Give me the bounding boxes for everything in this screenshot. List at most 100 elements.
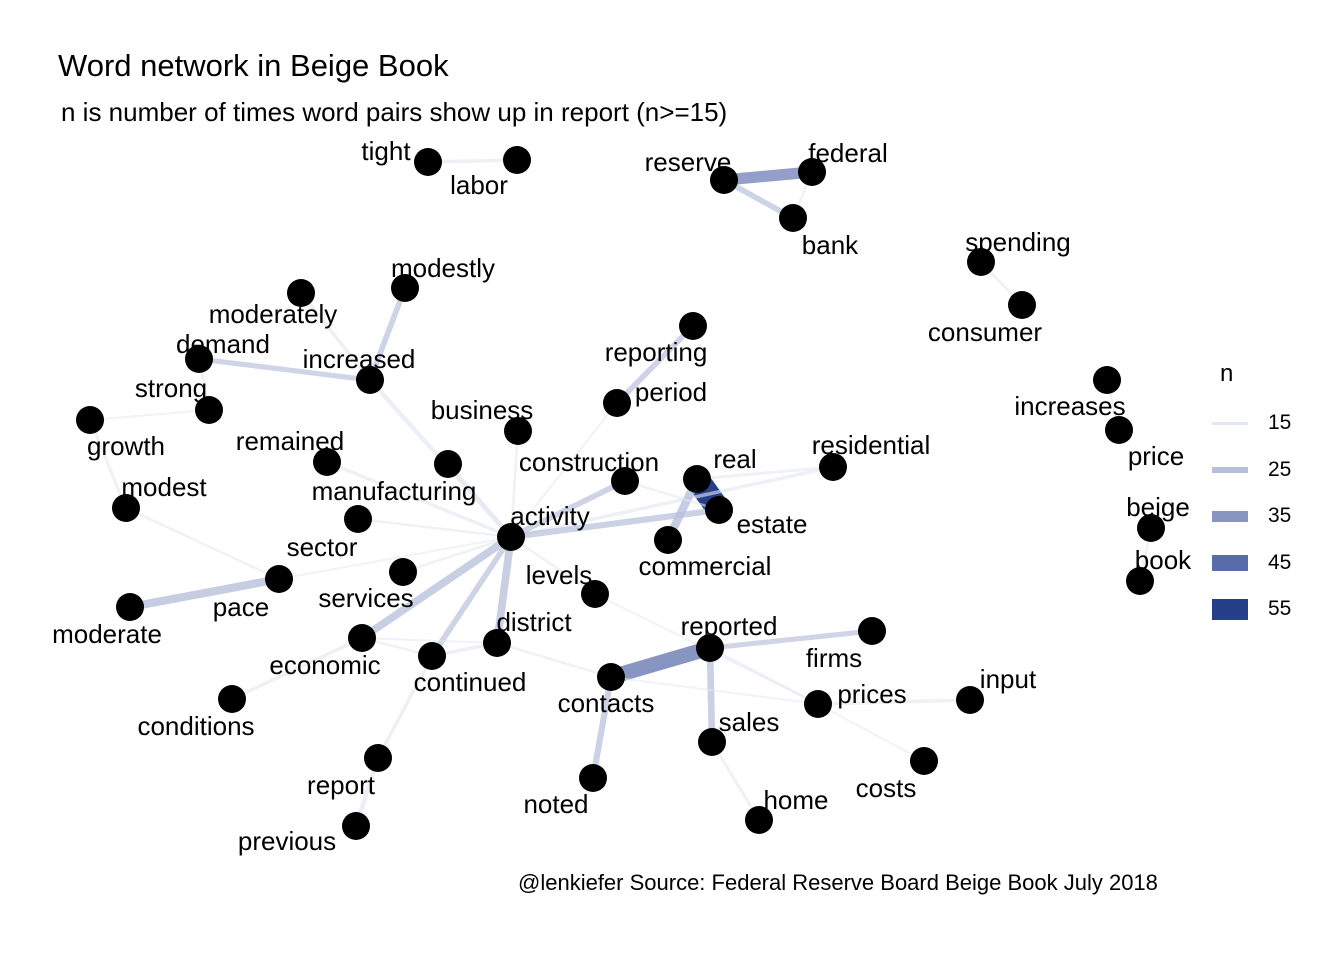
node-label-levels: levels <box>526 560 592 590</box>
node-price <box>1105 416 1133 444</box>
node-label-construction: construction <box>519 447 659 477</box>
node-label-services: services <box>318 583 413 613</box>
edge-activity-levels <box>510 535 596 596</box>
node-label-sales: sales <box>719 707 780 737</box>
node-label-modestly: modestly <box>391 253 495 283</box>
edge-district-activity <box>493 536 515 644</box>
node-business <box>504 417 532 445</box>
node-conditions <box>218 685 246 713</box>
edge-federal-reserve <box>723 166 813 186</box>
node-modest <box>112 494 140 522</box>
edge-economic-activity <box>359 533 514 642</box>
legend-label: 25 <box>1268 457 1292 481</box>
node-label-business: business <box>431 395 534 425</box>
node-sales <box>698 728 726 756</box>
node-label-noted: noted <box>523 789 588 819</box>
node-label-moderate: moderate <box>52 619 162 649</box>
node-firms <box>858 617 886 645</box>
node-label-consumer: consumer <box>928 317 1042 347</box>
node-label-spending: spending <box>965 227 1071 257</box>
node-input <box>956 686 984 714</box>
edge-modest-pace <box>125 506 280 581</box>
node-district <box>483 629 511 657</box>
edge-demand-increased <box>198 356 371 383</box>
node-label-price: price <box>1128 441 1184 471</box>
legend-item: 15 <box>1212 400 1291 447</box>
legend-item: 45 <box>1212 540 1291 587</box>
node-levels <box>581 580 609 608</box>
node-label-home: home <box>763 785 828 815</box>
legend-label: 35 <box>1268 504 1292 528</box>
node-continued <box>418 642 446 670</box>
node-label-tight: tight <box>361 136 411 166</box>
node-demand <box>185 345 213 373</box>
node-label-strong: strong <box>135 373 207 403</box>
edge-economic-conditions <box>231 636 363 701</box>
node-activity <box>497 523 525 551</box>
node-label-federal: federal <box>808 138 888 168</box>
node-label-prices: prices <box>837 679 906 709</box>
node-strong <box>195 396 223 424</box>
edge-reporting-period <box>614 324 696 405</box>
node-consumer <box>1008 291 1036 319</box>
node-label-continued: continued <box>414 667 527 697</box>
edge-district-contacts <box>496 641 612 679</box>
node-tight <box>414 148 442 176</box>
edge-contacts-noted <box>589 676 615 779</box>
edge-modestly-increased <box>367 286 408 382</box>
node-economic <box>348 624 376 652</box>
node-label-remained: remained <box>236 426 344 456</box>
edge-services-activity <box>402 535 512 574</box>
edge-costs-prices <box>817 703 925 762</box>
node-previous <box>342 812 370 840</box>
node-label-real: real <box>713 444 756 474</box>
node-growth <box>76 406 104 434</box>
node-label-manufacturing: manufacturing <box>312 476 477 506</box>
legend-item: 55 <box>1212 586 1291 633</box>
label-layer: tight labor reserve federal bank spending cons… <box>52 136 1192 856</box>
edge-moderate-pace <box>129 574 280 612</box>
node-label-residential: residential <box>812 430 931 460</box>
node-noted <box>579 764 607 792</box>
node-bank <box>779 204 807 232</box>
legend-label: 55 <box>1268 597 1292 621</box>
node-label-economic: economic <box>269 650 380 680</box>
edge-residential-real <box>696 465 834 481</box>
node-reporting <box>679 312 707 340</box>
legend-item: 35 <box>1212 493 1291 540</box>
node-book <box>1126 567 1154 595</box>
node-label-increased: increased <box>303 344 416 374</box>
node-label-conditions: conditions <box>137 711 254 741</box>
edge-pace-activity <box>278 536 512 580</box>
edge-reported-firms <box>709 628 873 651</box>
legend-rows: 15 25 35 45 55 <box>1212 400 1291 633</box>
node-increased <box>356 366 384 394</box>
edge-continued-activity <box>429 535 514 658</box>
legend-swatch <box>1212 554 1248 571</box>
legend-swatch <box>1212 466 1248 473</box>
edge-economic-district <box>361 637 498 644</box>
edge-reported-sales <box>706 647 716 743</box>
node-remained <box>313 448 341 476</box>
node-moderate <box>116 593 144 621</box>
chart-caption: @lenkiefer Source: Federal Reserve Board… <box>518 870 1158 895</box>
chart-subtitle: n is number of times word pairs show up … <box>61 97 728 127</box>
node-residential <box>819 453 847 481</box>
node-label-growth: growth <box>87 431 165 461</box>
node-report <box>364 744 392 772</box>
edge-contacts-prices <box>610 676 819 705</box>
node-prices <box>804 690 832 718</box>
node-labor <box>503 146 531 174</box>
edge-input-prices <box>817 698 971 706</box>
node-spending <box>967 248 995 276</box>
chart-title: Word network in Beige Book <box>58 48 449 83</box>
node-federal <box>798 158 826 186</box>
node-label-demand: demand <box>176 329 270 359</box>
node-home <box>745 806 773 834</box>
node-modestly <box>391 274 419 302</box>
node-costs <box>910 747 938 775</box>
node-label-district: district <box>496 607 572 637</box>
node-label-sector: sector <box>287 532 358 562</box>
legend-label: 15 <box>1268 411 1292 435</box>
node-label-reporting: reporting <box>605 337 708 367</box>
